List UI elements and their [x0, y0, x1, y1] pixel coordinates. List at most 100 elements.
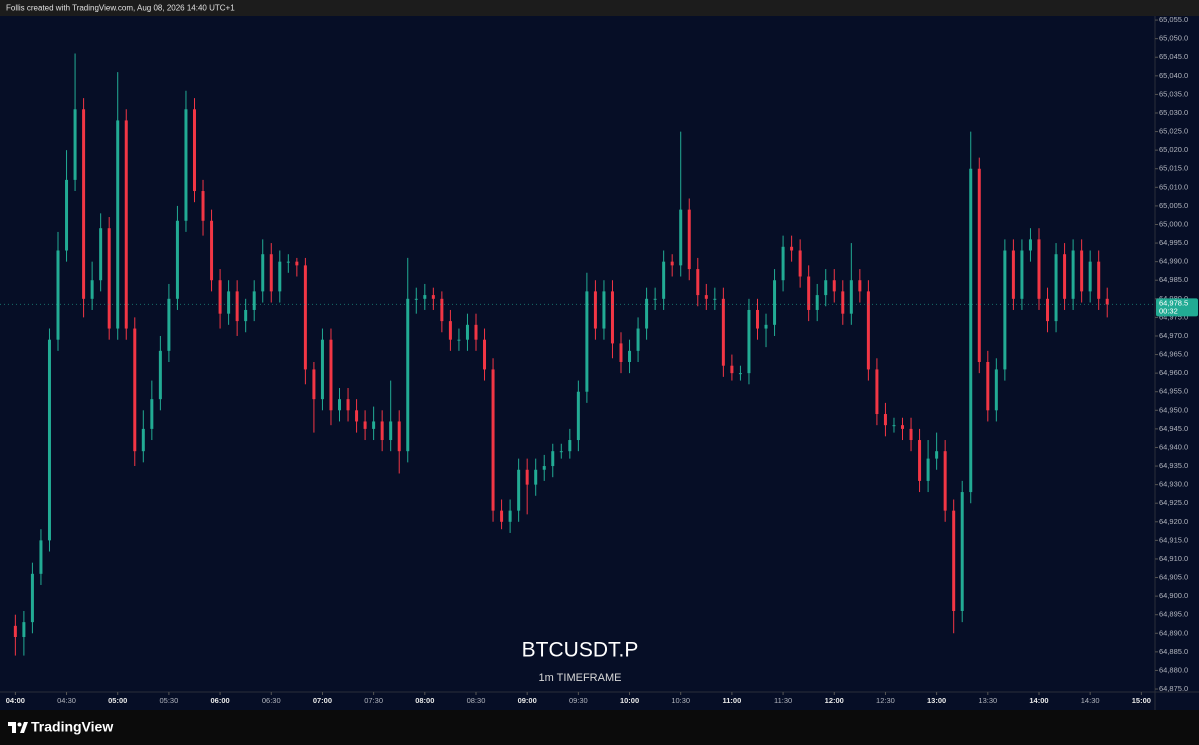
candle-body: [730, 365, 734, 374]
candle-body: [346, 399, 350, 411]
x-tick-label: 05:30: [160, 696, 179, 705]
countdown-label: 00:32: [1159, 306, 1178, 315]
candle-body: [261, 254, 265, 292]
candle-body: [653, 298, 657, 300]
candle-body: [662, 261, 666, 299]
y-tick-label: 64,940.0: [1159, 442, 1188, 451]
y-tick-label: 64,935.0: [1159, 461, 1188, 470]
candle-body: [568, 440, 572, 452]
x-tick-label: 04:00: [6, 696, 25, 705]
y-tick-label: 65,035.0: [1159, 89, 1188, 98]
candle-body: [738, 373, 742, 375]
candle-body: [22, 622, 26, 637]
candle-body: [474, 324, 478, 340]
x-tick-label: 15:00: [1132, 696, 1151, 705]
y-tick-label: 64,875.0: [1159, 684, 1188, 693]
candle-body: [585, 291, 589, 392]
candle-body: [47, 339, 51, 541]
candle-body: [619, 343, 623, 362]
candle-body: [824, 280, 828, 296]
y-tick-label: 64,895.0: [1159, 610, 1188, 619]
candle-body: [1028, 239, 1032, 251]
y-tick-label: 64,985.0: [1159, 275, 1188, 284]
candle-body: [269, 254, 273, 292]
candle-body: [858, 280, 862, 292]
candle-body: [807, 276, 811, 310]
y-tick-label: 65,000.0: [1159, 219, 1188, 228]
candle-body: [1011, 250, 1015, 299]
candle-body: [952, 510, 956, 611]
candle-body: [764, 324, 768, 329]
candle-body: [969, 168, 973, 493]
candle-body: [124, 120, 128, 329]
x-tick-label: 07:00: [313, 696, 332, 705]
last-price-label: 64,978.5: [1159, 298, 1188, 307]
candle-body: [244, 309, 248, 322]
y-tick-label: 65,005.0: [1159, 201, 1188, 210]
y-tick-label: 64,905.0: [1159, 573, 1188, 582]
x-tick-label: 10:30: [671, 696, 690, 705]
candle-body: [892, 425, 896, 427]
y-tick-label: 65,030.0: [1159, 108, 1188, 117]
y-tick-label: 64,980.0: [1159, 294, 1188, 303]
candle-body: [943, 451, 947, 511]
candle-body: [687, 209, 691, 270]
x-tick-label: 12:30: [876, 696, 895, 705]
x-tick-label: 08:30: [467, 696, 486, 705]
y-tick-label: 64,995.0: [1159, 238, 1188, 247]
candle-body: [875, 369, 879, 415]
candle-body: [397, 421, 401, 452]
candle-body: [508, 510, 512, 522]
last-price-box: [1156, 298, 1198, 317]
candle-body: [150, 399, 154, 429]
candle-body: [13, 625, 17, 637]
x-tick-label: 04:30: [57, 696, 76, 705]
candle-body: [534, 469, 538, 485]
candle-body: [73, 109, 77, 180]
candle-body: [227, 291, 231, 314]
y-tick-label: 65,055.0: [1159, 15, 1188, 24]
y-tick-label: 64,915.0: [1159, 535, 1188, 544]
candle-body: [30, 573, 34, 623]
y-tick-label: 64,900.0: [1159, 591, 1188, 600]
x-tick-label: 06:00: [210, 696, 229, 705]
candle-body: [576, 391, 580, 441]
candle-body: [167, 298, 171, 351]
candle-body: [82, 109, 86, 299]
candle-body: [559, 451, 563, 453]
candle-body: [542, 466, 546, 470]
y-tick-label: 64,950.0: [1159, 405, 1188, 414]
candle-body: [841, 291, 845, 314]
candle-body: [491, 369, 495, 511]
candle-body: [465, 324, 469, 340]
brand-logo: [8, 722, 28, 733]
candle-body: [1080, 250, 1084, 292]
candle-body: [295, 261, 299, 266]
y-tick-label: 64,970.0: [1159, 331, 1188, 340]
x-tick-label: 06:30: [262, 696, 281, 705]
candle-body: [389, 421, 393, 441]
y-tick-label: 65,050.0: [1159, 34, 1188, 43]
candle-body: [312, 369, 316, 400]
candle-body: [1054, 254, 1058, 322]
x-tick-label: 14:30: [1081, 696, 1100, 705]
candle-body: [56, 250, 60, 340]
candle-body: [755, 309, 759, 329]
candle-body: [1063, 254, 1067, 299]
y-tick-label: 65,040.0: [1159, 71, 1188, 80]
candle-body: [457, 339, 461, 341]
candle-body: [355, 410, 359, 422]
y-tick-label: 64,955.0: [1159, 387, 1188, 396]
y-tick-label: 65,045.0: [1159, 52, 1188, 61]
candle-body: [628, 350, 632, 362]
candle-body: [901, 425, 905, 429]
candle-body: [175, 220, 179, 299]
candle-body: [977, 168, 981, 362]
logo-mark: [20, 722, 28, 733]
candle-body: [286, 261, 290, 263]
candle-body: [320, 339, 324, 400]
candle-body: [210, 220, 214, 281]
y-tick-label: 64,930.0: [1159, 480, 1188, 489]
y-tick-label: 64,920.0: [1159, 517, 1188, 526]
